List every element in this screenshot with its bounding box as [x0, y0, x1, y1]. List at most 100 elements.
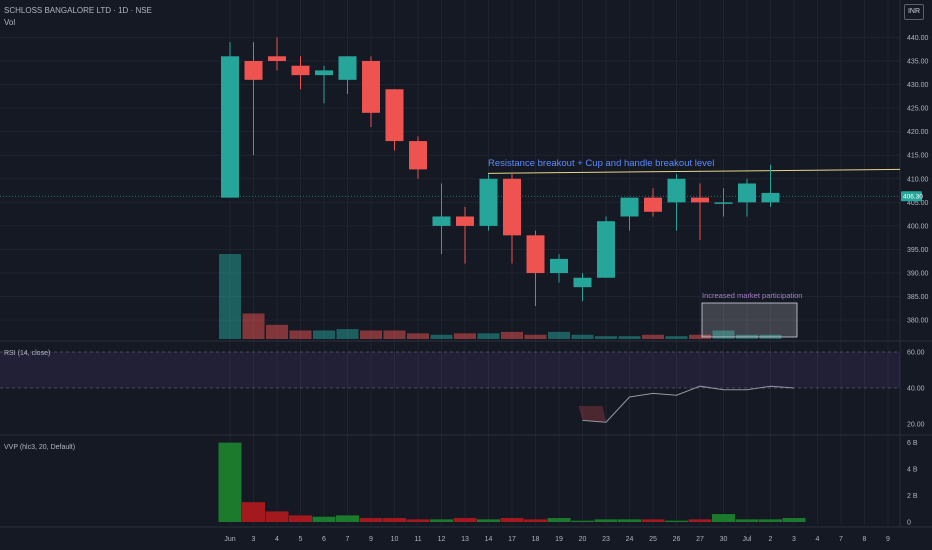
- price-tick-label: 410.00: [907, 176, 929, 183]
- candle-body: [667, 178, 686, 203]
- vvp-bar: [312, 516, 336, 522]
- rsi-tick-label: 40.00: [907, 386, 925, 393]
- vvp-tick-label: 0: [907, 520, 911, 527]
- rsi-line: [582, 385, 795, 423]
- candle-body: [526, 235, 545, 274]
- price-tick-label: 395.00: [907, 247, 929, 254]
- candle-body: [338, 56, 357, 80]
- volume-bar: [548, 331, 570, 339]
- x-tick-label: 13: [461, 536, 469, 543]
- resistance-line: [487, 168, 901, 174]
- vvp-label: VVP (hlc3, 20, Default): [4, 444, 75, 451]
- vvp-bar: [453, 518, 477, 522]
- price-tick-label: 420.00: [907, 129, 929, 136]
- x-tick-label: 6: [322, 536, 326, 543]
- volume-bar: [430, 334, 453, 339]
- volume-bar: [571, 334, 594, 339]
- vvp-bar: [289, 515, 312, 522]
- volume-bar: [689, 334, 711, 339]
- x-tick-label: 4: [816, 536, 820, 543]
- vvp-bar: [594, 519, 618, 522]
- candle-body: [620, 197, 639, 217]
- vvp-bar: [665, 520, 688, 522]
- last-price-label: 406.30: [903, 194, 923, 201]
- candle-body: [691, 197, 709, 203]
- candle-body: [385, 89, 404, 142]
- vvp-bar: [477, 519, 500, 522]
- rsi-oversold-fill: [578, 406, 606, 423]
- candle-body: [244, 60, 263, 80]
- candle-body: [479, 178, 498, 226]
- candle-body: [644, 197, 662, 212]
- x-tick-label: 7: [839, 536, 843, 543]
- x-tick-label: 14: [485, 536, 493, 543]
- participation-box: [701, 302, 798, 338]
- x-tick-label: 7: [346, 536, 350, 543]
- volume-bar: [242, 313, 265, 339]
- x-tick-label: 26: [673, 536, 681, 543]
- volume-label: Vol: [4, 18, 16, 27]
- vvp-pane: [218, 442, 806, 522]
- volume-bar: [665, 336, 688, 339]
- candle-body: [456, 216, 474, 226]
- participation-annotation: Increased market participation: [702, 291, 802, 300]
- vvp-bar: [218, 442, 242, 522]
- vvp-bar: [430, 519, 453, 522]
- price-tick-label: 380.00: [907, 318, 929, 325]
- candle-body: [503, 178, 521, 236]
- volume-bar: [336, 329, 359, 339]
- candle-body: [597, 221, 615, 278]
- x-tick-label: 19: [555, 536, 563, 543]
- x-tick-label: 8: [863, 536, 867, 543]
- x-tick-label: 2: [769, 536, 773, 543]
- x-tick-label: 4: [275, 536, 279, 543]
- volume-bar: [524, 334, 547, 339]
- price-tick-label: 430.00: [907, 82, 929, 89]
- rsi-tick-label: 60.00: [907, 350, 925, 357]
- vvp-bar: [500, 518, 524, 522]
- vvp-bar: [547, 518, 571, 522]
- x-tick-label: Jul: [743, 536, 752, 543]
- rsi-pane: [0, 351, 900, 423]
- vvp-tick-label: 4 B: [907, 467, 918, 474]
- volume-bar: [219, 254, 241, 339]
- x-tick-label: 24: [626, 536, 634, 543]
- price-tick-label: 405.00: [907, 200, 929, 207]
- volume-bar: [383, 330, 406, 339]
- x-tick-label: 30: [720, 536, 728, 543]
- last-price-badge: [901, 191, 922, 202]
- vvp-bar: [265, 511, 289, 522]
- candle-body: [409, 141, 427, 170]
- volume-bar: [501, 331, 523, 339]
- vvp-bar: [618, 519, 641, 522]
- volume-bar: [360, 330, 382, 339]
- price-tick-label: 425.00: [907, 106, 929, 113]
- x-tick-label: 9: [369, 536, 373, 543]
- breakout-annotation: Resistance breakout + Cup and handle bre…: [488, 158, 714, 169]
- rsi-tick-label: 20.00: [907, 422, 925, 429]
- price-tick-label: 435.00: [907, 58, 929, 65]
- candle-body: [221, 56, 239, 198]
- vvp-bar: [712, 514, 735, 522]
- vvp-bar: [759, 519, 782, 522]
- volume-bar: [289, 330, 312, 339]
- vvp-bar: [406, 519, 430, 522]
- candle-body: [315, 70, 333, 76]
- currency-button[interactable]: INR: [904, 4, 924, 20]
- candle-body: [291, 65, 310, 76]
- volume-bar: [618, 336, 641, 339]
- symbol-title: SCHLOSS BANGALORE LTD · 1D · NSE: [4, 6, 152, 15]
- vvp-tick-label: 6 B: [907, 440, 918, 447]
- x-tick-label: 12: [438, 536, 446, 543]
- vvp-bar: [688, 519, 712, 522]
- x-tick-label: 3: [792, 536, 796, 543]
- vvp-tick-label: 2 B: [907, 493, 918, 500]
- volume-bar: [407, 333, 429, 339]
- vvp-bar: [735, 519, 759, 522]
- candle-body: [738, 183, 756, 203]
- candle-body: [432, 216, 451, 226]
- rsi-label: RSI (14, close): [4, 350, 50, 357]
- vvp-bar: [524, 519, 547, 522]
- x-tick-label: 10: [391, 536, 399, 543]
